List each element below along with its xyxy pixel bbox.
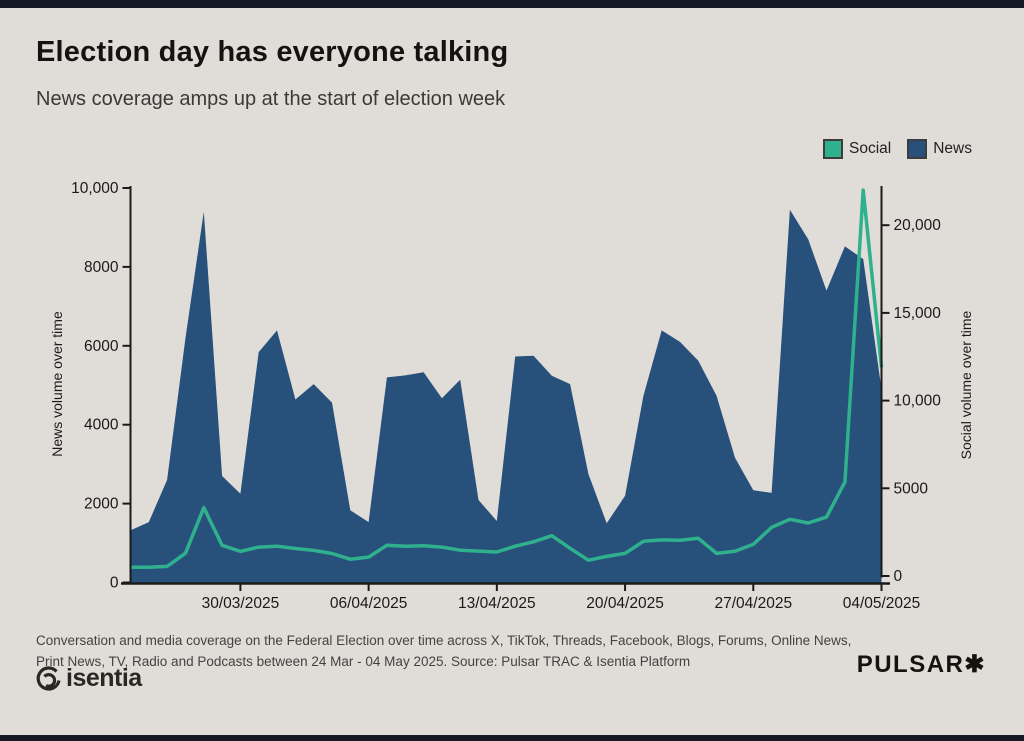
legend-label-news: News — [933, 140, 972, 157]
pulsar-asterisk-icon: ✱ — [964, 651, 986, 678]
right-axis-tick-label: 5000 — [894, 480, 929, 497]
left-axis-tick-label: 0 — [110, 575, 119, 592]
x-axis-tick-label: 20/04/2025 — [586, 595, 664, 612]
right-axis-tick-label: 20,000 — [894, 217, 942, 234]
legend-label-social: Social — [849, 140, 892, 157]
x-axis-tick-label: 13/04/2025 — [458, 595, 536, 612]
right-axis-title: Social volume over time — [958, 310, 974, 460]
pulsar-logo-text: PULSAR — [856, 651, 965, 678]
chart-caption: Conversation and media coverage on the F… — [36, 633, 852, 669]
isentia-swirl-icon — [36, 665, 61, 691]
left-axis-tick-label: 4000 — [84, 417, 119, 434]
isentia-logo-text: isentia — [66, 664, 142, 692]
left-axis-tick-label: 10,000 — [71, 180, 119, 197]
isentia-logo: isentia — [34, 664, 142, 693]
social-swatch-icon — [823, 139, 844, 159]
right-axis-tick-label: 15,000 — [894, 305, 942, 322]
left-axis-tick-label: 8000 — [84, 259, 119, 276]
social-line-series — [130, 188, 884, 569]
right-axis-tick-label: 0 — [894, 568, 903, 585]
left-axis-tick-label: 2000 — [84, 496, 119, 513]
legend: Social News — [823, 139, 972, 159]
left-axis-title: News volume over time — [49, 311, 65, 457]
x-axis-tick-label: 04/05/2025 — [843, 595, 921, 612]
page-title: Election day has everyone talking — [36, 36, 509, 68]
pulsar-logo: PULSAR✱ — [857, 650, 986, 679]
news-area-series — [130, 209, 882, 583]
x-axis-tick-label: 30/03/2025 — [202, 595, 280, 612]
news-swatch-icon — [907, 139, 928, 159]
legend-item-news: News — [907, 139, 972, 159]
right-axis-tick-label: 10,000 — [894, 393, 942, 410]
legend-item-social: Social — [823, 139, 891, 159]
left-axis-tick-label: 6000 — [84, 338, 119, 355]
top-edge-bar — [0, 0, 1024, 8]
x-axis-tick-label: 27/04/2025 — [714, 595, 792, 612]
page-subtitle: News coverage amps up at the start of el… — [36, 88, 506, 110]
x-axis-tick-label: 06/04/2025 — [330, 595, 408, 612]
bottom-edge-bar — [0, 735, 1024, 741]
